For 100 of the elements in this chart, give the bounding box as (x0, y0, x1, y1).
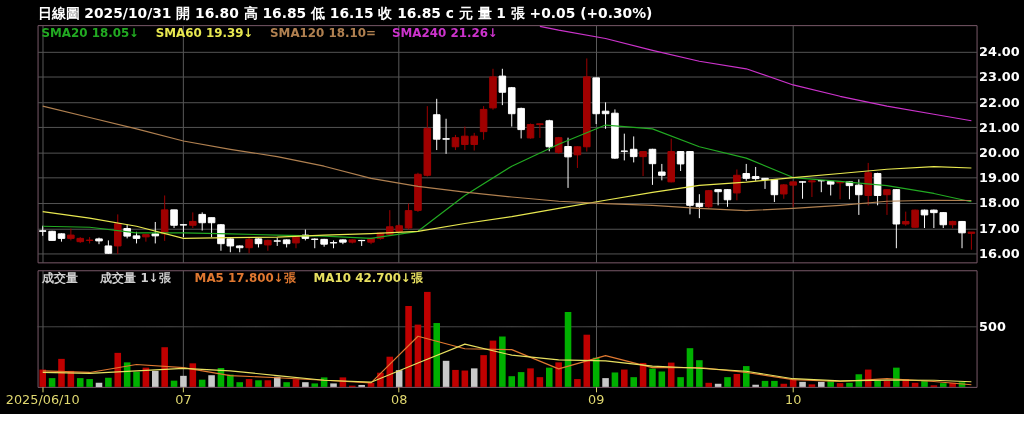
chart-title: 日線圖 2025/10/31 開 16.80 高 16.85 低 16.15 收 16.85 c 元 量 1 張 +0.05 (+0.30%) (37, 5, 653, 22)
text: 成交量 1↓張 (99, 271, 172, 286)
candlestick (733, 168, 741, 201)
candlestick (808, 179, 816, 198)
bar (499, 336, 506, 387)
bar (292, 379, 300, 387)
bar (311, 383, 319, 387)
bar (48, 378, 56, 387)
bar (836, 383, 844, 387)
candlestick (113, 213, 122, 255)
bar (461, 370, 469, 387)
bar (245, 379, 253, 387)
candlestick (160, 194, 169, 242)
text: SMA20 18.05↓ (41, 25, 140, 40)
text: SMA120 18.10= (270, 25, 376, 40)
bar (302, 382, 309, 387)
bar (152, 370, 159, 387)
candlestick (648, 148, 657, 186)
bar (76, 378, 84, 387)
line-series (539, 25, 972, 122)
bar (283, 382, 290, 387)
candlestick (573, 145, 582, 169)
bar (555, 362, 562, 387)
bar (677, 377, 684, 387)
bar (39, 369, 46, 387)
bar (808, 384, 816, 387)
candlestick (967, 231, 976, 251)
bar (208, 375, 215, 387)
bar (527, 368, 534, 387)
bar (508, 376, 516, 387)
bar (883, 380, 891, 387)
bar (611, 372, 619, 387)
bar (536, 377, 544, 387)
y-tick-label: 20.00 (979, 145, 1020, 161)
bar (939, 383, 947, 387)
bar (517, 372, 525, 387)
bar (799, 381, 806, 387)
candlestick (498, 68, 507, 106)
candlestick (714, 188, 722, 206)
bar (255, 380, 262, 387)
bar (771, 380, 778, 387)
bar (846, 382, 853, 387)
y-tick-label: 22.00 (979, 94, 1020, 110)
bar (705, 382, 713, 387)
bar (761, 380, 769, 387)
bar (86, 379, 93, 387)
bar (649, 368, 656, 387)
bar (696, 360, 703, 387)
bar (818, 381, 825, 387)
bar (630, 377, 637, 387)
x-tick-label: 09 (588, 392, 605, 408)
candlestick (855, 178, 863, 216)
bar (874, 380, 881, 387)
x-tick-label: 08 (391, 392, 408, 408)
bar (105, 377, 112, 387)
bar (442, 360, 450, 387)
bar (180, 375, 187, 387)
bar (227, 374, 234, 387)
y-tick-label: 19.00 (979, 170, 1020, 186)
candlestick (142, 234, 150, 243)
candlestick (864, 162, 872, 206)
text: MA10 42.700↓張 (313, 271, 424, 286)
bar (470, 368, 478, 387)
candlestick (564, 137, 572, 189)
candlestick (479, 105, 488, 141)
y-tick-label: 500 (979, 319, 1006, 335)
y-tick-label: 17.00 (979, 220, 1020, 236)
candlestick (639, 150, 647, 177)
x-tick-label: 2025/06/10 (5, 392, 80, 408)
bar (433, 323, 440, 387)
bar (405, 305, 412, 387)
bar (161, 347, 168, 387)
line-series (42, 124, 972, 239)
bar (424, 291, 431, 387)
bar (480, 355, 487, 387)
bar (752, 384, 759, 387)
bar (58, 358, 65, 387)
text: MA5 17.800↓張 (194, 271, 297, 286)
bar (264, 380, 272, 387)
candlestick (836, 180, 844, 200)
y-tick-label: 21.00 (979, 119, 1020, 135)
y-tick-label: 18.00 (979, 195, 1020, 211)
bar (330, 383, 337, 387)
candlestick (798, 180, 807, 200)
bar (236, 382, 243, 387)
candlestick (264, 239, 272, 252)
y-tick-label: 24.00 (979, 44, 1020, 60)
candlestick (207, 217, 216, 238)
bar (133, 371, 140, 387)
bar (574, 379, 581, 387)
candlestick (629, 135, 638, 163)
bar (724, 377, 731, 387)
bar (733, 374, 741, 387)
candlestick (404, 203, 413, 231)
y-tick-label: 23.00 (979, 69, 1020, 85)
text: SMA240 21.26↓ (392, 25, 498, 40)
bar (602, 378, 609, 387)
candlestick (198, 211, 206, 232)
chart-title: 成交量 (40, 271, 78, 286)
candlestick (958, 220, 966, 249)
